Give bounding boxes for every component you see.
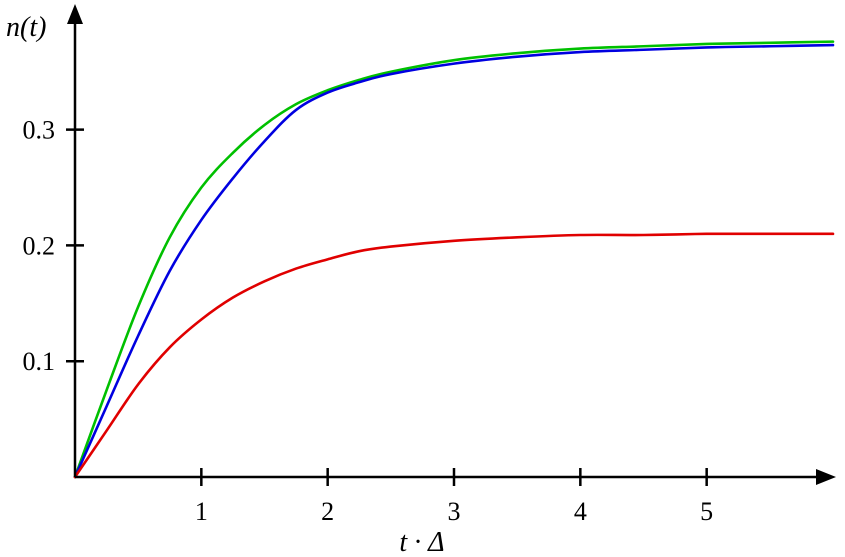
y-tick-label: 0.2 (23, 231, 56, 260)
x-tick-label: 4 (574, 497, 587, 526)
y-axis-arrow (67, 4, 83, 24)
y-tick-label: 0.1 (23, 347, 56, 376)
y-tick-label: 0.3 (23, 116, 56, 145)
axes-layer (67, 4, 836, 485)
x-tick-label: 1 (195, 497, 208, 526)
x-tick-label: 2 (321, 497, 334, 526)
x-axis-arrow (816, 469, 836, 485)
series-line-2 (73, 43, 835, 479)
ticks-layer: 1 2 3 4 5 0.1 0.2 0.3 (23, 116, 714, 526)
x-tick-label: 3 (448, 497, 461, 526)
series-layer (73, 40, 835, 479)
series-line-3 (73, 232, 835, 479)
y-axis-title: n(t) (6, 12, 46, 43)
x-axis-title: t · Δ (399, 527, 444, 557)
x-tick-label: 5 (700, 497, 713, 526)
series-line-1 (73, 40, 835, 479)
